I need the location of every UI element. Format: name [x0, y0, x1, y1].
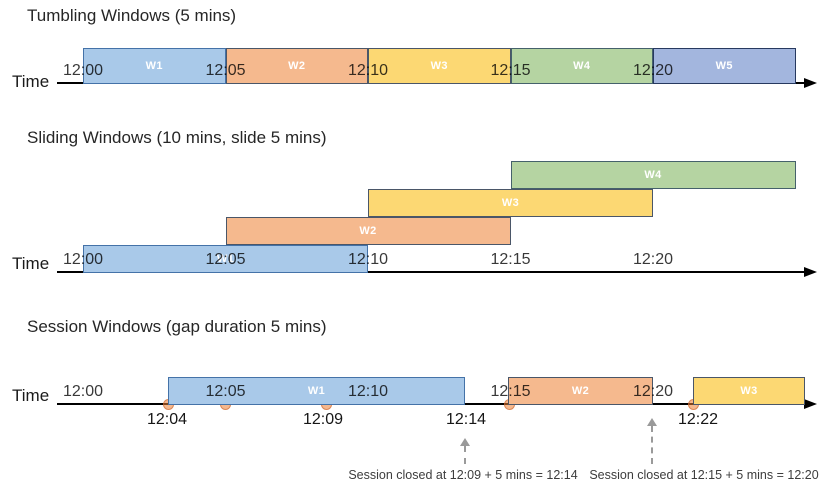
- window-label: W4: [573, 60, 591, 72]
- time-axis-arrowhead: [804, 399, 817, 409]
- section-title: Tumbling Windows (5 mins): [27, 6, 237, 25]
- callout-text: Session closed at 12:09 + 5 mins = 12:14: [348, 468, 578, 482]
- window-box-w1: W1: [83, 48, 226, 84]
- window-label: W2: [288, 60, 306, 72]
- window-box-w5: W5: [653, 48, 796, 84]
- time-axis-line: [57, 271, 806, 273]
- tick-label: 12:05: [205, 251, 246, 268]
- section-title: Session Windows (gap duration 5 mins): [27, 317, 327, 336]
- tick-label: 12:20: [632, 62, 674, 79]
- tick-label: 12:05: [205, 62, 246, 79]
- tick-label: 12:00: [62, 62, 104, 79]
- tick-label: 12:15: [490, 251, 531, 268]
- up-arrow-icon: [460, 438, 470, 446]
- tick-label: 12:10: [347, 62, 389, 79]
- window-label: W2: [571, 385, 590, 397]
- tick-label: 12:10: [347, 251, 389, 268]
- event-time-label: 12:09: [302, 411, 344, 428]
- window-label: W5: [715, 60, 733, 72]
- window-label: W3: [430, 60, 448, 72]
- callout-text: Session closed at 12:15 + 5 mins = 12:20: [589, 468, 819, 482]
- window-box-w2: W2: [508, 377, 653, 405]
- tick-label: 12:05: [205, 383, 246, 400]
- window-box-w3: W3: [693, 377, 805, 405]
- tick-label: 12:15: [490, 383, 531, 400]
- time-axis-label: Time: [12, 254, 50, 273]
- window-label: W1: [145, 60, 163, 72]
- tick-label: 12:00: [62, 383, 104, 400]
- window-box-w1: W1: [83, 245, 368, 273]
- window-box-w2: W2: [225, 217, 511, 245]
- tick-label: 12:20: [632, 251, 674, 268]
- window-label: W1: [216, 253, 235, 265]
- window-box-w4: W4: [510, 161, 796, 189]
- window-box-w3: W3: [368, 48, 511, 84]
- window-box-w2: W2: [225, 48, 368, 84]
- window-label: W3: [501, 197, 520, 209]
- event-time-label: 12:14: [445, 411, 487, 428]
- window-box-w4: W4: [510, 48, 653, 84]
- window-label: W2: [359, 225, 377, 237]
- tick-label: 12:10: [347, 383, 389, 400]
- time-axis-arrowhead: [804, 78, 817, 88]
- window-label: W1: [307, 385, 326, 397]
- up-arrow-icon: [647, 418, 657, 426]
- event-time-label: 12:04: [146, 411, 188, 428]
- dashed-line: [464, 446, 466, 464]
- window-box-w1: W1: [168, 377, 465, 405]
- time-axis-label: Time: [12, 386, 50, 405]
- event-time-label: 12:22: [677, 411, 719, 428]
- tick-label: 12:15: [490, 62, 531, 79]
- window-box-w3: W3: [368, 189, 653, 217]
- section-title: Sliding Windows (10 mins, slide 5 mins): [27, 128, 327, 147]
- window-label: W4: [644, 169, 662, 181]
- time-axis-label: Time: [12, 72, 50, 91]
- window-label: W3: [740, 385, 758, 397]
- tick-label: 12:00: [62, 251, 104, 268]
- tick-label: 12:20: [632, 383, 674, 400]
- dashed-line: [651, 426, 653, 464]
- time-axis-arrowhead: [804, 267, 817, 277]
